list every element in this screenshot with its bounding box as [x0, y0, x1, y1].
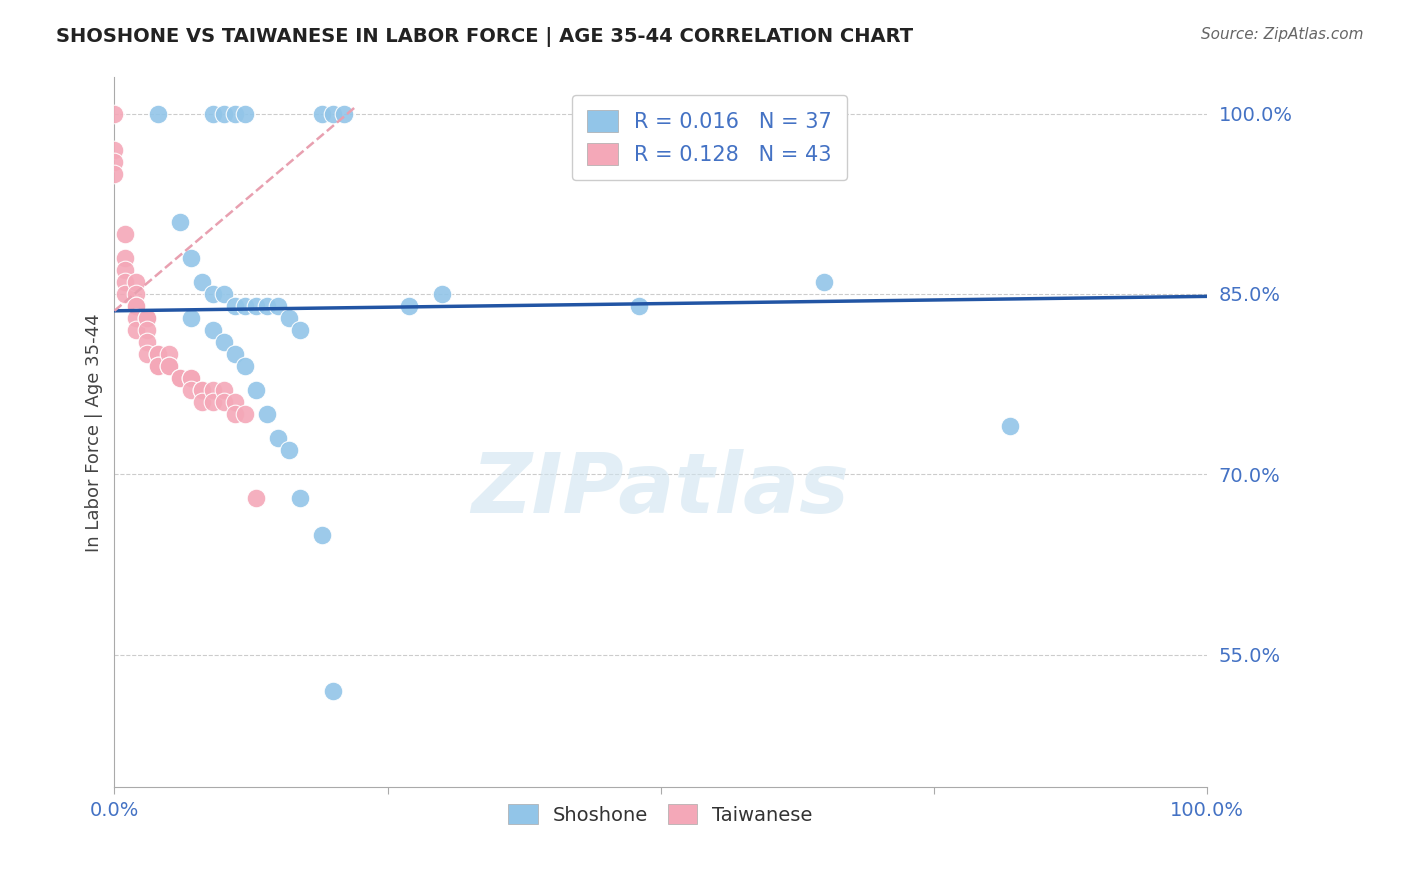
Point — [114, 275, 136, 289]
Point — [288, 491, 311, 506]
Point — [125, 299, 148, 313]
Point — [201, 106, 224, 120]
Point — [180, 311, 202, 326]
Point — [224, 106, 246, 120]
Point — [245, 299, 267, 313]
Point — [322, 106, 344, 120]
Point — [191, 383, 214, 397]
Point — [146, 347, 169, 361]
Point — [169, 371, 191, 385]
Point — [627, 299, 650, 313]
Point — [114, 251, 136, 265]
Point — [169, 371, 191, 385]
Point — [125, 275, 148, 289]
Point — [398, 299, 420, 313]
Point — [146, 359, 169, 373]
Point — [267, 431, 290, 445]
Point — [430, 287, 453, 301]
Point — [201, 323, 224, 337]
Point — [136, 311, 159, 326]
Text: SHOSHONE VS TAIWANESE IN LABOR FORCE | AGE 35-44 CORRELATION CHART: SHOSHONE VS TAIWANESE IN LABOR FORCE | A… — [56, 27, 914, 46]
Point — [114, 263, 136, 277]
Point — [278, 443, 301, 458]
Point — [125, 311, 148, 326]
Point — [212, 287, 235, 301]
Point — [288, 323, 311, 337]
Point — [125, 323, 148, 337]
Point — [813, 275, 835, 289]
Point — [136, 335, 159, 350]
Point — [146, 359, 169, 373]
Point — [191, 395, 214, 409]
Point — [333, 106, 356, 120]
Point — [322, 684, 344, 698]
Point — [235, 106, 257, 120]
Text: ZIPatlas: ZIPatlas — [471, 449, 849, 530]
Point — [224, 407, 246, 421]
Point — [256, 407, 278, 421]
Point — [180, 251, 202, 265]
Point — [267, 299, 290, 313]
Point — [311, 527, 333, 541]
Point — [103, 167, 125, 181]
Point — [191, 383, 214, 397]
Point — [103, 106, 125, 120]
Point — [224, 347, 246, 361]
Text: Source: ZipAtlas.com: Source: ZipAtlas.com — [1201, 27, 1364, 42]
Point — [125, 299, 148, 313]
Point — [157, 359, 180, 373]
Legend: Shoshone, Taiwanese: Shoshone, Taiwanese — [499, 794, 823, 834]
Point — [103, 143, 125, 157]
Point — [169, 215, 191, 229]
Point — [224, 395, 246, 409]
Point — [146, 106, 169, 120]
Point — [114, 227, 136, 241]
Point — [180, 383, 202, 397]
Point — [136, 323, 159, 337]
Point — [245, 383, 267, 397]
Point — [212, 395, 235, 409]
Point — [146, 347, 169, 361]
Point — [103, 154, 125, 169]
Y-axis label: In Labor Force | Age 35-44: In Labor Force | Age 35-44 — [86, 313, 103, 551]
Point — [311, 106, 333, 120]
Point — [256, 299, 278, 313]
Point — [235, 299, 257, 313]
Point — [114, 287, 136, 301]
Point — [136, 347, 159, 361]
Point — [998, 419, 1021, 434]
Point — [180, 371, 202, 385]
Point — [224, 299, 246, 313]
Point — [180, 371, 202, 385]
Point — [212, 383, 235, 397]
Point — [212, 335, 235, 350]
Point — [125, 287, 148, 301]
Point — [201, 395, 224, 409]
Point — [245, 491, 267, 506]
Point — [201, 383, 224, 397]
Point — [157, 347, 180, 361]
Point — [157, 359, 180, 373]
Point — [212, 106, 235, 120]
Point — [136, 311, 159, 326]
Point — [278, 311, 301, 326]
Point — [191, 275, 214, 289]
Point — [201, 287, 224, 301]
Point — [235, 359, 257, 373]
Point — [235, 407, 257, 421]
